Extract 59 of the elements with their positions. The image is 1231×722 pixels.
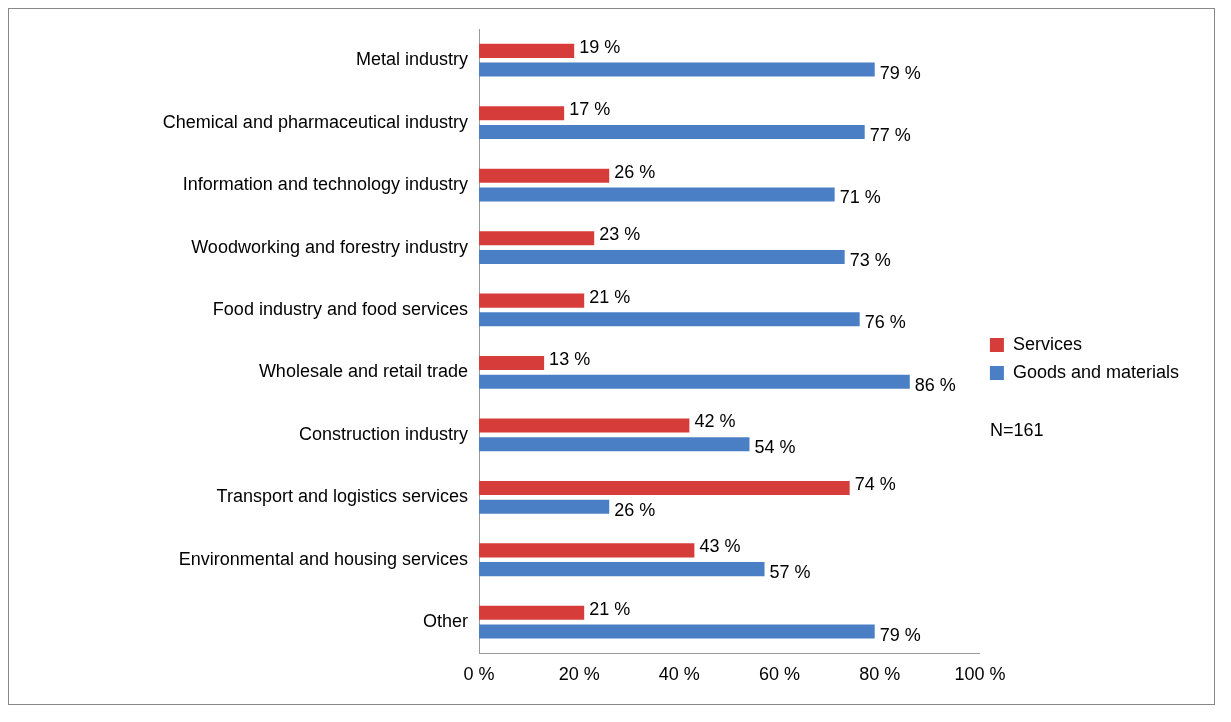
bar [479, 605, 585, 620]
bar [479, 106, 565, 121]
data-label: 71 % [839, 187, 881, 208]
bar [479, 356, 545, 371]
bar [479, 43, 575, 58]
y-tick-label: Wholesale and retail trade [258, 361, 468, 382]
data-label: 79 % [879, 624, 921, 645]
bar [479, 312, 860, 327]
bar [479, 543, 695, 558]
data-label: 77 % [869, 124, 911, 145]
x-tick-label: 100 % [954, 664, 1006, 685]
y-tick-label: Transport and logistics services [216, 486, 468, 507]
data-label: 79 % [879, 62, 921, 83]
text: N=161 [989, 419, 1044, 440]
data-label: 54 % [754, 437, 796, 458]
bar [479, 293, 585, 308]
bar [479, 62, 875, 77]
bar [479, 187, 835, 202]
bar [479, 125, 865, 140]
legend-label: Services [1012, 333, 1082, 354]
data-label: 17 % [569, 99, 611, 120]
data-label: 86 % [914, 374, 956, 395]
y-tick-label: Woodworking and forestry industry [191, 236, 468, 257]
legend-label: Goods and materials [1012, 361, 1180, 382]
x-tick-label: 40 % [658, 664, 700, 685]
data-label: 23 % [599, 224, 641, 245]
x-tick-label: 20 % [558, 664, 600, 685]
data-label: 42 % [694, 411, 736, 432]
y-tick-label: Chemical and pharmaceutical industry [162, 111, 468, 132]
data-label: 19 % [579, 36, 621, 57]
y-tick-label: Other [422, 611, 468, 632]
bar [479, 168, 610, 183]
y-tick-label: Information and technology industry [182, 174, 468, 195]
y-tick-label: Environmental and housing services [178, 548, 468, 569]
bar [479, 437, 750, 452]
data-label: 26 % [614, 161, 656, 182]
data-label: 57 % [769, 562, 811, 583]
y-tick-label: Construction industry [298, 423, 468, 444]
bar [479, 624, 875, 639]
data-label: 21 % [589, 286, 631, 307]
data-label: 13 % [549, 349, 591, 370]
data-label: 26 % [614, 499, 656, 520]
bar [479, 418, 690, 433]
x-tick-label: 0 % [463, 664, 495, 685]
bar [479, 374, 910, 389]
data-label: 74 % [854, 473, 896, 494]
bar [479, 499, 610, 514]
y-tick-label: Metal industry [355, 49, 468, 70]
x-tick-label: 60 % [759, 664, 801, 685]
data-label: 76 % [864, 312, 906, 333]
bar [479, 480, 850, 495]
data-label: 21 % [589, 598, 631, 619]
bar [479, 562, 765, 577]
y-tick-label: Food industry and food services [212, 298, 468, 319]
data-label: 43 % [699, 536, 741, 557]
bar [479, 249, 845, 264]
bar [479, 231, 595, 246]
data-label: 73 % [849, 249, 891, 270]
x-tick-label: 80 % [859, 664, 901, 685]
